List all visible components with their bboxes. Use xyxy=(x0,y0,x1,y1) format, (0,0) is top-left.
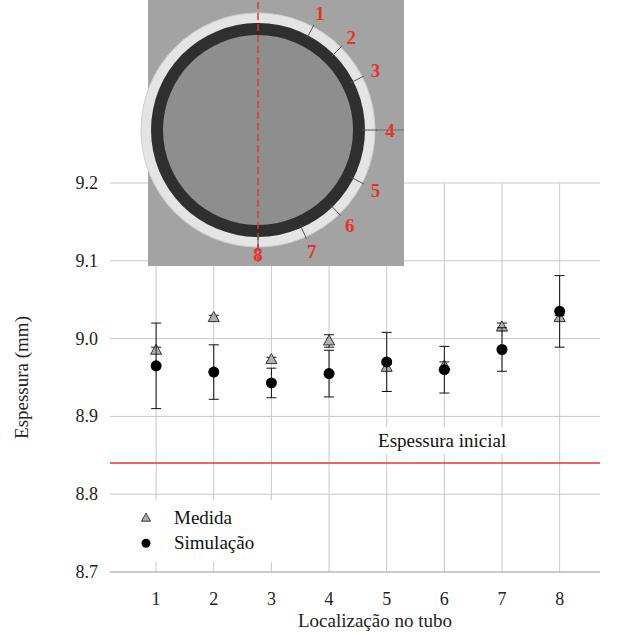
grid-line xyxy=(502,183,503,572)
y-tick-label: 9.1 xyxy=(76,251,99,271)
series xyxy=(151,276,566,409)
y-tick-label: 8.8 xyxy=(76,484,99,504)
x-tick-label: 7 xyxy=(498,589,507,609)
point xyxy=(208,367,219,378)
inset-label: 7 xyxy=(307,241,317,262)
legend-label: Medida xyxy=(174,507,233,528)
grid-line xyxy=(110,338,600,339)
inset-label: 2 xyxy=(347,27,357,48)
error-bar xyxy=(151,323,161,409)
label-background xyxy=(372,427,512,454)
legend-marker xyxy=(142,539,151,548)
grid-line xyxy=(110,572,600,573)
x-tick-label: 5 xyxy=(382,589,391,609)
x-tick-label: 1 xyxy=(152,589,161,609)
grid-line xyxy=(110,416,600,417)
point xyxy=(266,377,277,388)
inset-label: 4 xyxy=(385,120,395,141)
x-tick-label: 4 xyxy=(325,589,334,609)
error-bar xyxy=(382,332,392,391)
legend: Medida Simulação xyxy=(128,500,294,562)
point xyxy=(324,368,335,379)
error-bar xyxy=(497,328,507,372)
x-axis-line xyxy=(110,572,600,573)
x-axis-title: Localização no tubo xyxy=(298,610,452,631)
y-tick-label: 9.2 xyxy=(76,173,99,193)
legend-box xyxy=(128,500,294,562)
grid-line xyxy=(559,183,560,572)
point xyxy=(266,354,277,364)
point xyxy=(208,312,219,322)
point xyxy=(497,344,508,355)
point xyxy=(381,356,392,367)
inset-label: 5 xyxy=(371,180,381,201)
legend-marker xyxy=(142,513,151,521)
y-tick-label: 8.7 xyxy=(76,562,99,582)
reference-line xyxy=(110,462,600,464)
annotation: Espessura inicial xyxy=(378,430,506,451)
point xyxy=(324,335,335,345)
inset-label: 1 xyxy=(315,3,325,24)
x-tick-label: 2 xyxy=(209,589,218,609)
chart: 8.78.88.99.09.19.212345678Localização no… xyxy=(0,0,636,635)
error-bar xyxy=(266,368,276,398)
error-bar xyxy=(555,276,565,348)
series xyxy=(151,312,566,372)
error-bar xyxy=(324,350,334,397)
error-bar xyxy=(209,345,219,399)
y-tick-label: 9.0 xyxy=(76,329,99,349)
grid-line xyxy=(444,183,445,572)
y-axis-title: Espessura (mm) xyxy=(11,316,33,439)
inset-photo: 1 23 4 56 7 8 xyxy=(141,0,404,266)
grid-line xyxy=(110,494,600,495)
plot-area xyxy=(110,276,600,463)
point xyxy=(151,360,162,371)
error-bar xyxy=(439,346,449,393)
legend-label: Simulação xyxy=(174,532,254,553)
inset-label: 3 xyxy=(371,60,381,81)
x-tick-label: 3 xyxy=(267,589,276,609)
point xyxy=(554,306,565,317)
inset-label: 8 xyxy=(253,244,263,265)
error-bar xyxy=(324,335,334,347)
y-tick-label: 8.9 xyxy=(76,406,99,426)
point xyxy=(439,364,450,375)
x-tick-label: 6 xyxy=(440,589,449,609)
x-tick-label: 8 xyxy=(555,589,564,609)
inset-label: 6 xyxy=(345,215,355,236)
